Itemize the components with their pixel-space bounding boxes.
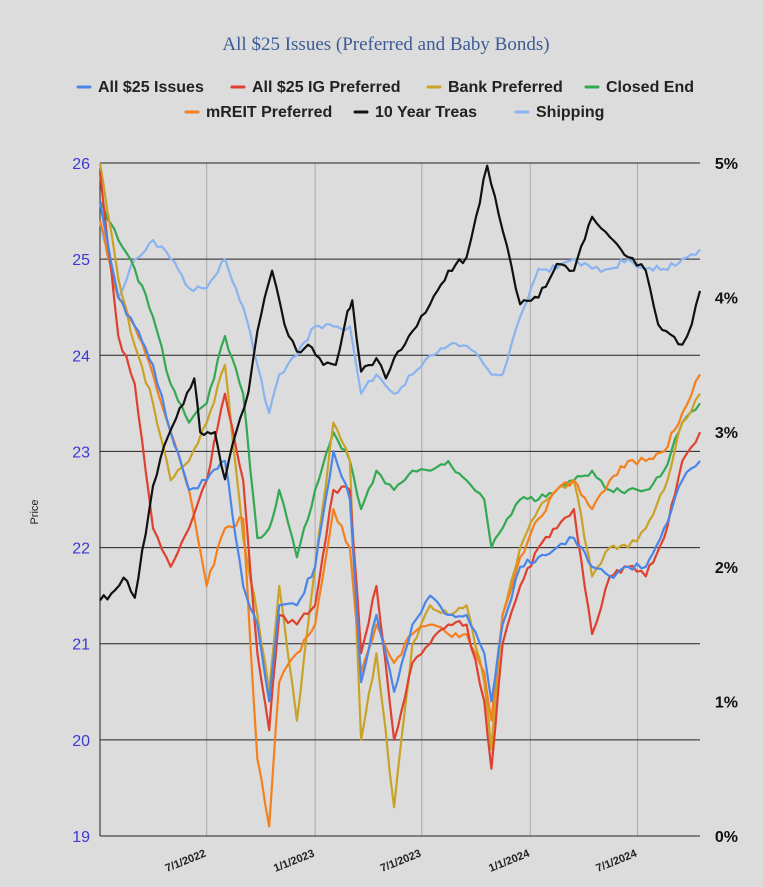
series-line-10-year-treas [99,164,702,602]
axes: 7/1/2022 1/1/2023 7/1/2023 1/1/2024 7/1/2024… [72,156,738,875]
y2-tick-label: 3% [715,425,738,442]
y2-tick-label: 2% [715,560,738,577]
legend-item: mREIT Preferred [184,104,332,121]
y-tick-label: 23 [72,444,90,461]
y-tick-label: 25 [72,252,90,269]
legend: All $25 Issues All $25 IG Preferred Bank P… [76,79,694,121]
legend-item: All $25 IG Preferred [230,79,401,96]
grid [100,162,700,837]
y-axis-label: Price [29,499,41,524]
legend-item: Shipping [514,104,604,121]
y2-tick-label: 4% [715,291,738,308]
legend-label: Shipping [536,104,604,121]
legend-label: 10 Year Treas [375,104,477,121]
legend-label: mREIT Preferred [206,104,332,121]
x-tick-label: 7/1/2024 [594,847,639,874]
y-tick-label: 21 [72,637,90,654]
legend-item: Bank Preferred [426,79,563,96]
legend-item: 10 Year Treas [353,104,477,121]
y2-tick-label: 5% [715,156,738,173]
legend-label: Closed End [606,79,694,96]
x-tick-label: 1/1/2024 [487,847,532,874]
y-tick-label: 19 [72,829,90,846]
series-layer [98,162,702,828]
y-tick-label: 20 [72,733,90,750]
series-line-mreit-preferred [98,220,701,828]
series-line-shipping [98,220,701,415]
legend-label: All $25 Issues [98,79,204,96]
series-line-all-25-issues [98,201,701,703]
x-tick-label: 7/1/2022 [164,848,208,875]
legend-label: Bank Preferred [448,79,563,96]
x-tick-label: 1/1/2023 [272,848,316,875]
y2-tick-label: 1% [715,694,738,711]
series-line-closed-end [99,200,701,559]
series-line-all-25-ig-preferred [98,172,702,770]
chart-title: All $25 Issues (Preferred and Baby Bonds… [222,34,549,55]
x-tick-label: 7/1/2023 [379,848,423,875]
y2-tick-label: 0% [715,829,738,846]
legend-label: All $25 IG Preferred [252,79,401,96]
series-line-bank-preferred [98,162,701,809]
legend-item: Closed End [584,79,694,96]
y-tick-label: 24 [72,348,90,365]
legend-item: All $25 Issues [76,79,204,96]
y-tick-label: 26 [72,156,90,173]
y-tick-label: 22 [72,541,90,558]
